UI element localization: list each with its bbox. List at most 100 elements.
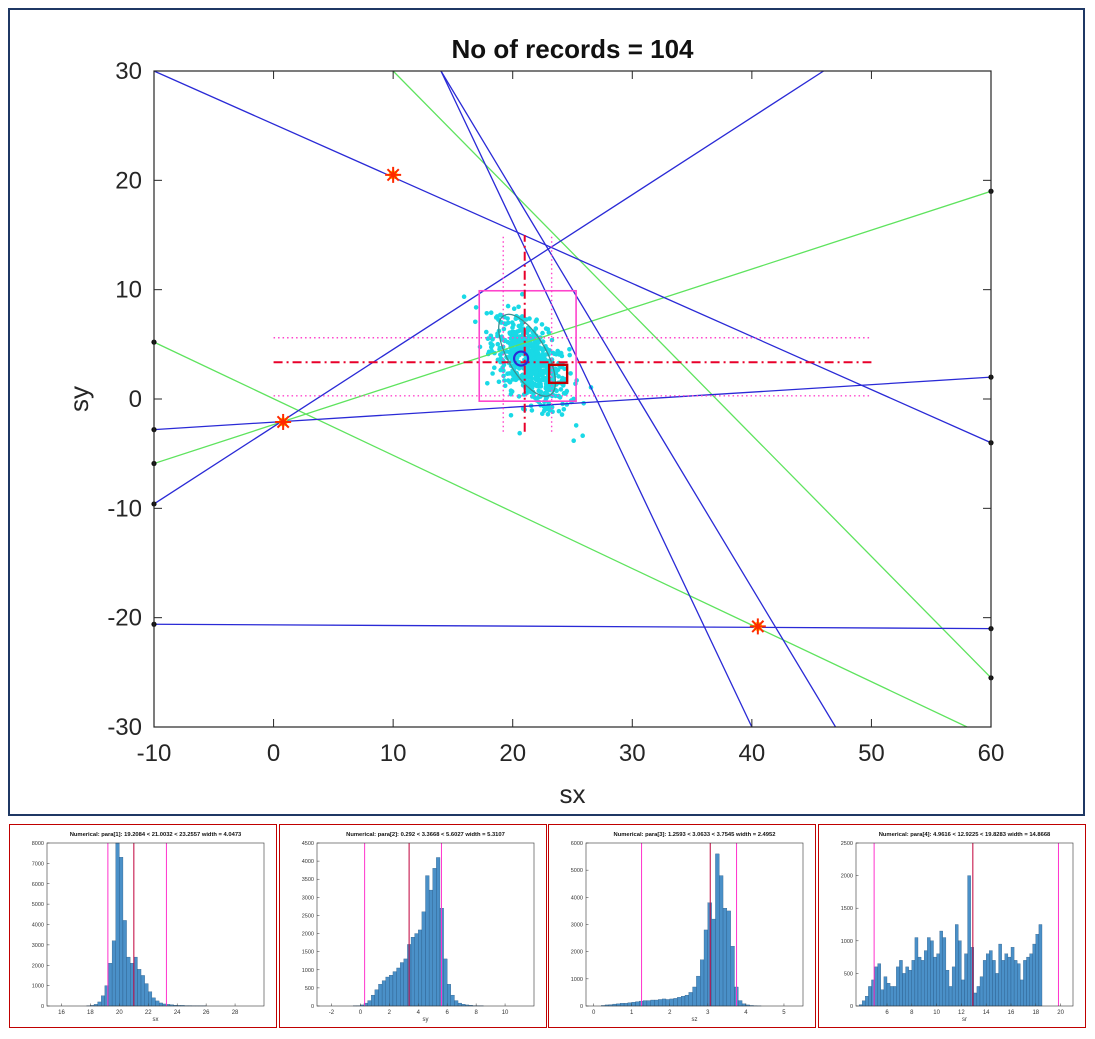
histogram-bar	[967, 875, 971, 1007]
cloud-point	[510, 325, 515, 330]
x-tick-label: 30	[619, 740, 646, 767]
histogram-y-tick-label: 4000	[32, 923, 44, 929]
histogram-bar	[930, 940, 934, 1007]
histogram-panel-4: Numerical: para[4]: 4.9616 < 12.9225 < 1…	[818, 824, 1086, 1028]
cloud-point	[533, 370, 539, 375]
histogram-bar	[421, 911, 426, 1007]
cloud-point	[492, 365, 497, 371]
histogram-bar	[148, 991, 153, 1007]
histogram-bar	[684, 994, 689, 1007]
histogram-x-tick-label: 14	[983, 1010, 990, 1016]
cloud-point	[556, 408, 562, 414]
cloud-point	[534, 383, 539, 389]
cloud-point	[484, 311, 490, 316]
histogram-bar	[961, 979, 965, 1007]
histogram-bar	[620, 1003, 625, 1007]
histogram-bar	[883, 976, 888, 1007]
histogram-bar	[726, 910, 731, 1007]
cloud-point	[509, 358, 515, 364]
cloud-point	[573, 423, 579, 428]
histogram-x-tick-label: 4	[744, 1010, 748, 1016]
blue-line	[440, 71, 753, 727]
cloud-point	[517, 338, 523, 344]
histogram-y-tick-label: 4000	[302, 859, 314, 865]
histogram-bar	[108, 963, 113, 1007]
histogram-frame	[855, 842, 1074, 1007]
histogram-y-tick-label: 1000	[841, 939, 853, 945]
histogram-panel-1: Numerical: para[1]: 19.2084 < 21.0032 < …	[9, 824, 277, 1028]
histogram-bar	[964, 953, 968, 1007]
histogram-bar	[436, 857, 441, 1007]
histogram-bar	[425, 875, 430, 1007]
cloud-point	[495, 357, 501, 363]
cloud-point	[510, 320, 515, 325]
cloud-point	[580, 433, 585, 439]
histogram-bar	[955, 924, 959, 1007]
histogram-x-tick-label: 5	[782, 1010, 786, 1016]
histogram-bar	[623, 1003, 629, 1007]
histogram-bars	[86, 842, 207, 1007]
histogram-y-tick-label: 2000	[571, 950, 583, 956]
cloud-point	[516, 304, 521, 310]
histogram-bar	[1026, 956, 1030, 1007]
cloud-point	[461, 294, 467, 300]
histogram-bar	[893, 986, 897, 1007]
histogram-bar	[443, 958, 448, 1007]
histogram-bar	[454, 1000, 459, 1007]
histogram-x-tick-label: 2	[668, 1010, 672, 1016]
histogram-x-tick-label: 20	[116, 1010, 123, 1016]
histogram-bar	[673, 998, 678, 1007]
histogram-bar	[973, 992, 978, 1007]
cloud-point	[501, 368, 506, 373]
histogram-bar	[428, 889, 433, 1007]
histogram-bar	[942, 937, 947, 1007]
histogram-y-tick-label: 1000	[32, 984, 44, 990]
histogram-bar	[1013, 960, 1018, 1007]
x-tick-label: -10	[137, 740, 172, 767]
y-axis-label: sy	[64, 386, 94, 412]
histogram-bar	[392, 971, 397, 1007]
histogram-x-tick-label: 26	[203, 1010, 210, 1016]
blue-line	[154, 71, 991, 444]
histogram-x-tick-label: 10	[933, 1010, 940, 1016]
histogram-bar	[389, 975, 394, 1007]
histogram-bar	[654, 999, 659, 1007]
cloud-point	[505, 378, 511, 383]
histogram-bar	[158, 1002, 163, 1007]
histogram-bar	[396, 967, 401, 1007]
cloud-point	[509, 335, 514, 341]
cloud-point	[473, 319, 478, 325]
histogram-y-tick-label: 2500	[841, 841, 853, 847]
cloud-point	[561, 407, 567, 412]
cloud-point	[512, 365, 518, 371]
y-tick-label: -30	[107, 714, 142, 741]
histogram-bar	[945, 969, 950, 1007]
y-tick-label: 0	[129, 386, 142, 413]
cloud-point	[538, 389, 544, 395]
histogram-bar	[1020, 979, 1024, 1007]
cloud-point	[532, 395, 538, 401]
histogram-bar	[669, 998, 674, 1007]
histogram-bar	[936, 953, 940, 1007]
cloud-point	[490, 371, 495, 376]
histogram-bar	[927, 937, 931, 1007]
intersection-marker	[749, 618, 766, 635]
histogram-bar	[902, 973, 906, 1007]
histogram-bar	[877, 963, 881, 1007]
x-axis-label: sx	[560, 779, 586, 809]
histogram-x-tick-label: 16	[1008, 1010, 1015, 1016]
histogram-bar	[730, 946, 735, 1007]
histogram-bar	[661, 998, 667, 1007]
histogram-y-tick-label: 4000	[571, 895, 583, 901]
intersection-marker	[275, 413, 292, 430]
histogram-bar	[1007, 956, 1012, 1007]
cloud-point	[505, 303, 511, 309]
cloud-point	[540, 330, 545, 336]
histogram-bar	[126, 956, 131, 1007]
histogram-sy: Numerical: para[2]: 0.292 < 3.3668 < 5.6…	[302, 832, 535, 1023]
cloud-point	[537, 377, 543, 383]
histogram-y-tick-label: 0	[311, 1004, 314, 1010]
cloud-point	[485, 336, 491, 342]
histogram-panel-3: Numerical: para[3]: 1.2593 < 3.0633 < 3.…	[548, 824, 816, 1028]
histogram-bar	[400, 962, 404, 1007]
